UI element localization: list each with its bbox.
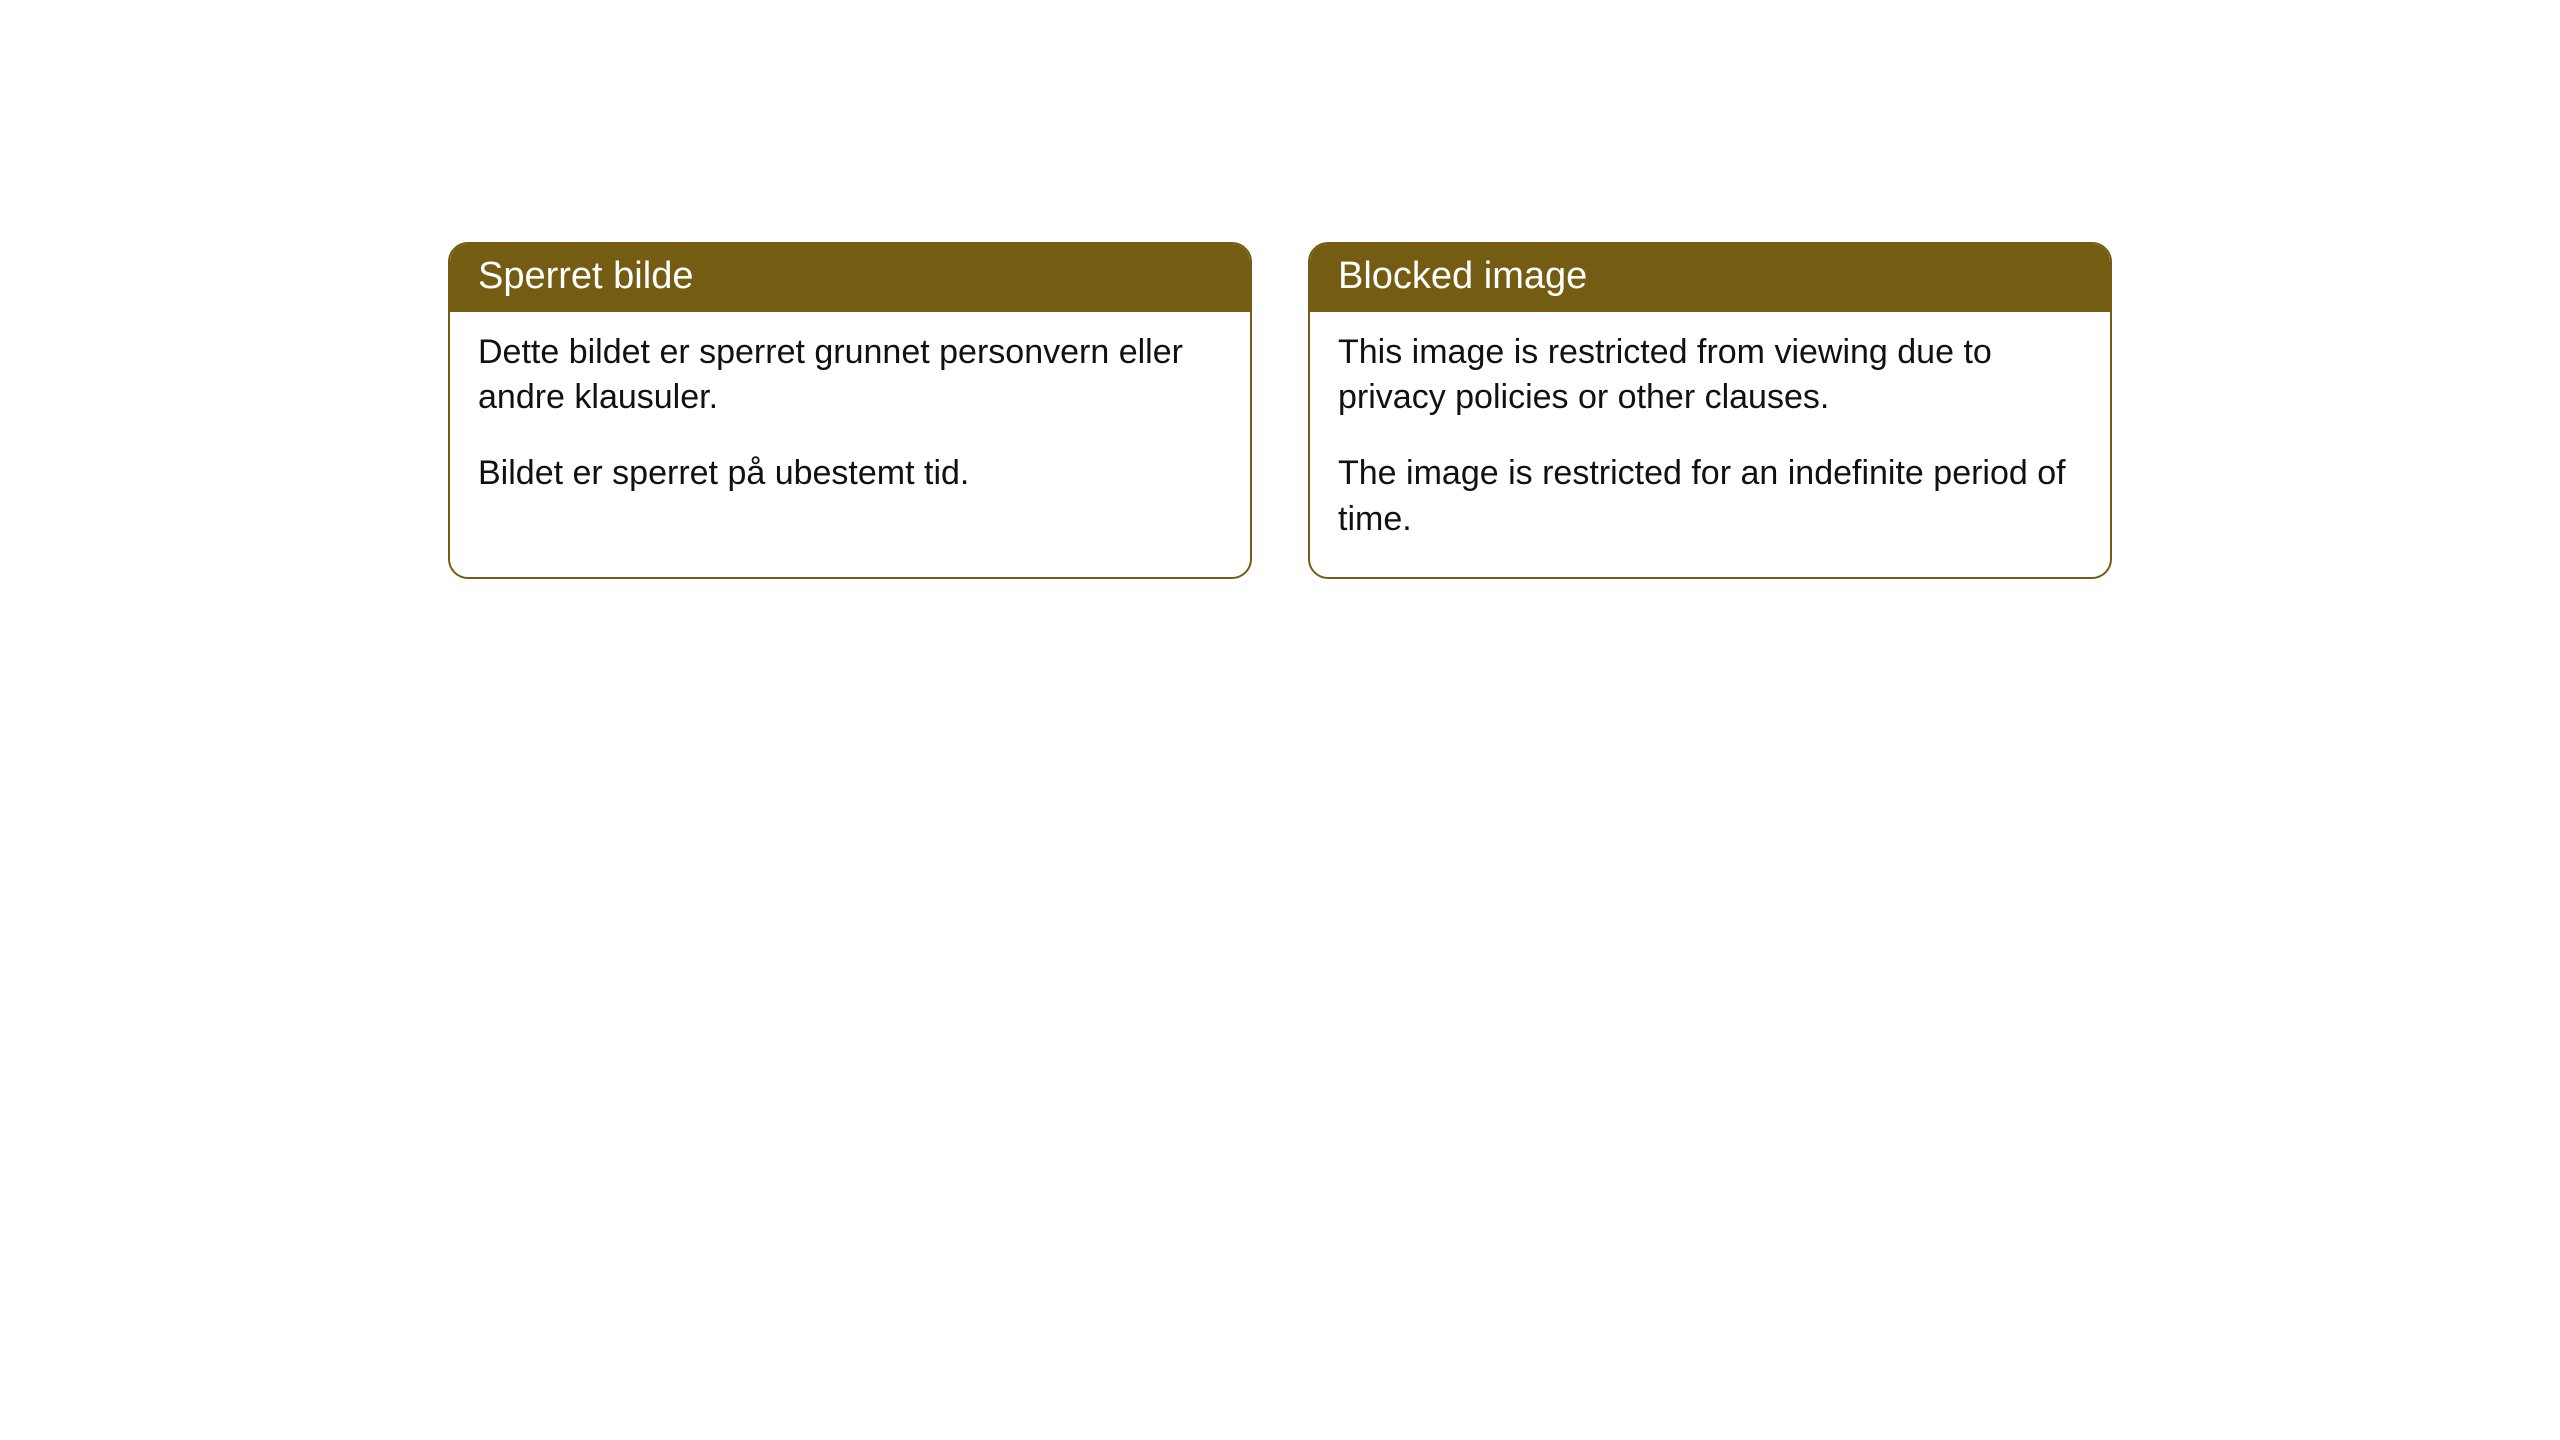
card-no-paragraph-1: Dette bildet er sperret grunnet personve…: [478, 330, 1222, 422]
card-header-no: Sperret bilde: [450, 244, 1250, 312]
card-body-en: This image is restricted from viewing du…: [1310, 312, 2110, 578]
card-english: Blocked image This image is restricted f…: [1308, 242, 2112, 579]
card-norwegian: Sperret bilde Dette bildet er sperret gr…: [448, 242, 1252, 579]
card-body-no: Dette bildet er sperret grunnet personve…: [450, 312, 1250, 532]
card-en-paragraph-2: The image is restricted for an indefinit…: [1338, 451, 2082, 543]
notice-cards-row: Sperret bilde Dette bildet er sperret gr…: [448, 242, 2112, 579]
card-en-paragraph-1: This image is restricted from viewing du…: [1338, 330, 2082, 422]
card-header-en: Blocked image: [1310, 244, 2110, 312]
card-no-paragraph-2: Bildet er sperret på ubestemt tid.: [478, 451, 1222, 497]
